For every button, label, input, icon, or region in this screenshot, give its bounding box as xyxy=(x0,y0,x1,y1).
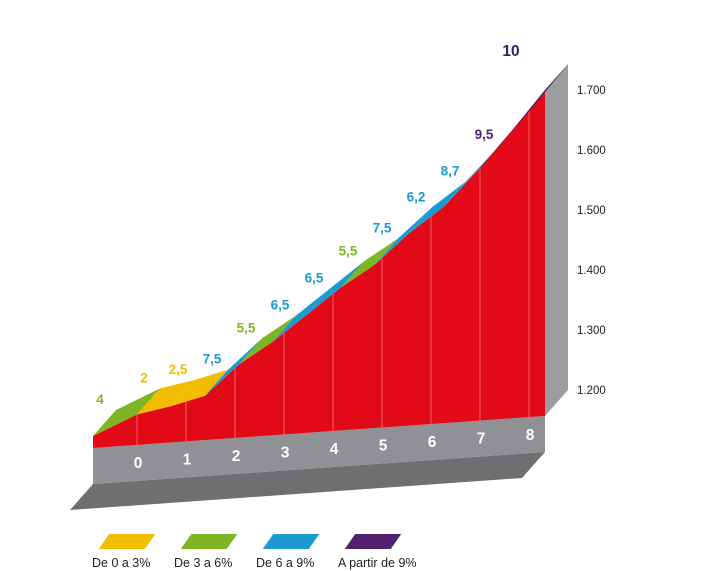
km-tick-label: 4 xyxy=(330,441,339,458)
altitude-tick-label: 1.700 xyxy=(577,85,606,97)
altitude-tick-label: 1.500 xyxy=(577,205,606,217)
gradient-band-segment xyxy=(205,338,262,396)
km-tick-label: 1 xyxy=(183,451,192,468)
legend-swatch-6-9-icon xyxy=(262,534,320,549)
gradient-band-segment xyxy=(477,105,534,172)
gradient-label: 9,5 xyxy=(475,127,494,142)
road-underside xyxy=(70,452,545,510)
gradient-label: 7,5 xyxy=(203,352,222,367)
gradient-label: 5,5 xyxy=(237,320,256,335)
gradient-label: 7,5 xyxy=(373,221,392,236)
gradient-band-segment xyxy=(307,261,364,315)
gradient-legend: De 0 a 3% De 3 a 6% De 6 a 9% A partir d… xyxy=(92,534,417,570)
legend-swatch-9plus-icon xyxy=(344,534,402,549)
altitude-tick-label: 1.600 xyxy=(577,145,606,157)
legend-item-3-6: De 3 a 6% xyxy=(174,534,240,570)
legend-label-3-6: De 3 a 6% xyxy=(174,556,233,570)
altitude-tick-label: 1.200 xyxy=(577,385,606,397)
gradient-band-segment xyxy=(93,388,160,436)
legend-label-0-3: De 0 a 3% xyxy=(92,556,151,570)
km-tick-label: 3 xyxy=(281,445,290,462)
km-tick-label: 0 xyxy=(134,455,143,472)
gradient-label: 2 xyxy=(140,370,148,385)
gradient-band-segment xyxy=(341,238,398,288)
gradient-band-segment xyxy=(443,145,500,208)
road-front-face xyxy=(93,416,545,484)
legend-item-0-3: De 0 a 3% xyxy=(92,534,158,570)
legend-item-6-9: De 6 a 9% xyxy=(256,534,322,570)
gradient-band-segment xyxy=(239,315,296,365)
altitude-wall xyxy=(545,64,568,416)
gradient-band-segment xyxy=(409,181,466,234)
legend-swatch-0-3-icon xyxy=(98,534,156,549)
altitude-tick-label: 1.400 xyxy=(577,265,606,277)
km-tick-label: 2 xyxy=(232,448,241,465)
gradient-band-segment xyxy=(273,288,330,342)
mountain-face xyxy=(93,90,545,448)
gradient-band-segment xyxy=(137,380,194,415)
gradient-label: 4 xyxy=(96,392,104,407)
legend-item-9plus: A partir de 9% xyxy=(338,534,417,570)
km-tick-label: 8 xyxy=(526,427,535,444)
gradient-label: 8,7 xyxy=(441,163,460,178)
gradient-label: 6,5 xyxy=(305,271,324,286)
gradient-label: 2,5 xyxy=(169,362,188,377)
km-tick-label: 7 xyxy=(477,431,486,448)
gradient-band-segment xyxy=(511,64,568,132)
km-tick-label: 6 xyxy=(428,434,437,451)
summit-gradient-label: 10 xyxy=(502,43,519,60)
gradient-label: 5,5 xyxy=(339,243,358,258)
gradient-band-segment xyxy=(375,207,432,265)
altitude-tick-label: 1.300 xyxy=(577,325,606,337)
gradient-band-segment xyxy=(171,369,228,407)
legend-label-6-9: De 6 a 9% xyxy=(256,556,315,570)
km-tick-label: 5 xyxy=(379,438,388,455)
gradient-label: 6,5 xyxy=(271,298,290,313)
legend-swatch-3-6-icon xyxy=(180,534,238,549)
gradient-label: 6,2 xyxy=(407,189,426,204)
legend-label-9plus: A partir de 9% xyxy=(338,556,417,570)
